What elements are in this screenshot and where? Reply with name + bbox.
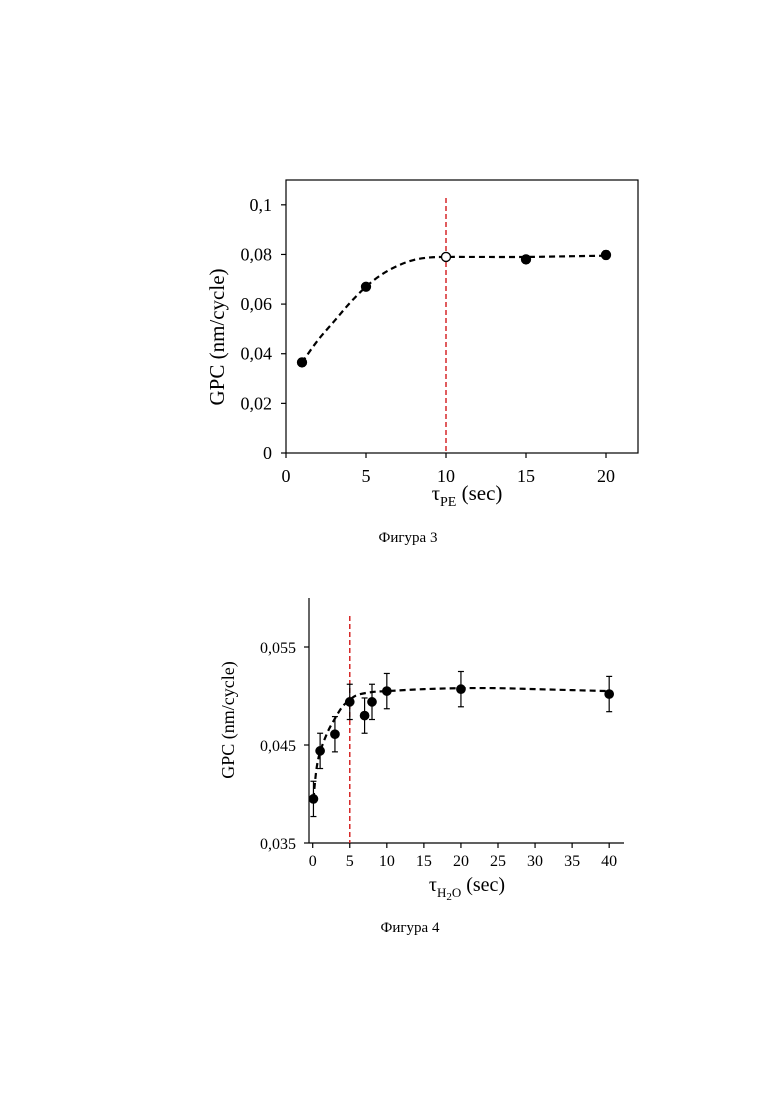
x-tick-label: 35 xyxy=(564,853,580,870)
x-tick-label: 40 xyxy=(601,853,617,870)
figure-caption: Фигура 4 xyxy=(381,920,440,936)
data-point xyxy=(298,358,307,367)
plot-frame xyxy=(286,180,638,453)
x-tick-label: 30 xyxy=(527,853,543,870)
y-tick-label: 0 xyxy=(263,443,272,463)
y-tick-label: 0,1 xyxy=(250,195,273,215)
y-axis-label: GPC (nm/cycle) xyxy=(218,661,239,778)
y-axis-label: GPC (nm/cycle) xyxy=(205,268,229,405)
data-point xyxy=(457,685,465,693)
plot-area xyxy=(298,198,611,453)
figure-caption: Фигура 3 xyxy=(379,530,438,546)
data-point xyxy=(383,687,391,695)
data-point xyxy=(602,250,611,259)
data-point xyxy=(316,747,324,755)
x-axis-label: τH2O (sec) xyxy=(429,874,505,903)
y-tick-label: 0,02 xyxy=(241,393,273,413)
y-tick-label: 0,055 xyxy=(260,640,296,657)
x-tick-label: 20 xyxy=(453,853,469,870)
data-point xyxy=(346,698,354,706)
x-tick-label: 0 xyxy=(282,466,291,486)
y-tick-label: 0,045 xyxy=(260,738,296,755)
data-point xyxy=(442,252,451,261)
x-tick-label: 5 xyxy=(346,853,354,870)
figure-3-chart: 00,020,040,060,080,1 05101520 GPC (nm/cy… xyxy=(205,180,638,546)
y-tick-label: 0,08 xyxy=(241,244,273,264)
x-ticks: 05101520 xyxy=(282,453,616,486)
x-tick-label: 15 xyxy=(416,853,432,870)
x-tick-label: 20 xyxy=(597,466,615,486)
y-ticks: 0,035 0,045 0,055 xyxy=(260,640,309,853)
x-tick-label: 10 xyxy=(379,853,395,870)
x-tick-label: 0 xyxy=(309,853,317,870)
plot-area xyxy=(309,616,613,843)
y-tick-label: 0,04 xyxy=(241,344,273,364)
x-tick-label: 15 xyxy=(517,466,535,486)
y-tick-label: 0,06 xyxy=(241,294,273,314)
data-point xyxy=(362,282,371,291)
x-tick-label: 25 xyxy=(490,853,506,870)
y-tick-label: 0,035 xyxy=(260,836,296,853)
data-point xyxy=(522,255,531,264)
data-point xyxy=(331,730,339,738)
x-ticks: 0 5 10 15 20 25 30 35 40 xyxy=(309,843,617,870)
figure-4-chart: 0,035 0,045 0,055 0 5 10 15 20 25 30 35 40 GPC (nm… xyxy=(218,598,624,936)
x-tick-label: 5 xyxy=(362,466,371,486)
fit-curve xyxy=(302,256,606,363)
y-ticks: 0 0,02 0,04 0,06 0,08 0,1 xyxy=(241,195,287,463)
data-point xyxy=(360,711,368,719)
data-point xyxy=(309,795,317,803)
data-point xyxy=(368,698,376,706)
data-point xyxy=(605,690,613,698)
